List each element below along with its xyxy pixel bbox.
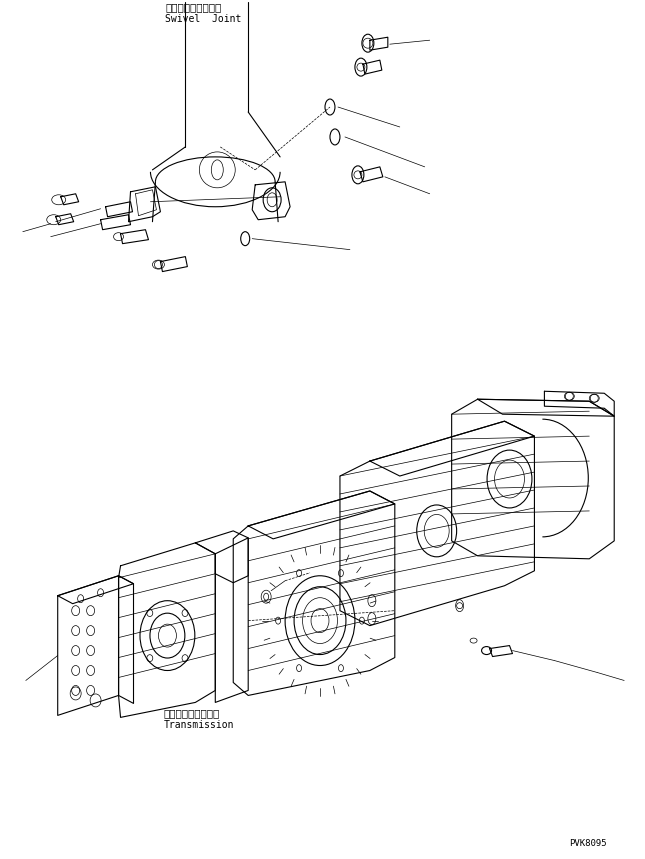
Text: PVK8095: PVK8095 (570, 839, 607, 848)
Text: スイベルジョイント: スイベルジョイント (165, 3, 222, 12)
Text: トランスミッション: トランスミッション (163, 709, 220, 718)
Text: Swivel  Joint: Swivel Joint (165, 15, 242, 24)
Text: Transmission: Transmission (163, 721, 234, 730)
